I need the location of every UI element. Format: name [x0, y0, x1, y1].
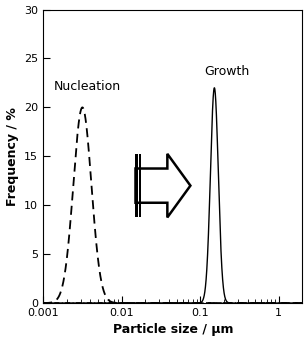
Polygon shape [136, 154, 190, 218]
Polygon shape [139, 154, 141, 218]
Polygon shape [136, 154, 138, 218]
X-axis label: Particle size / μm: Particle size / μm [112, 324, 233, 337]
Y-axis label: Frequency / %: Frequency / % [6, 107, 18, 206]
Text: Growth: Growth [205, 65, 250, 78]
Text: Nucleation: Nucleation [53, 80, 120, 93]
